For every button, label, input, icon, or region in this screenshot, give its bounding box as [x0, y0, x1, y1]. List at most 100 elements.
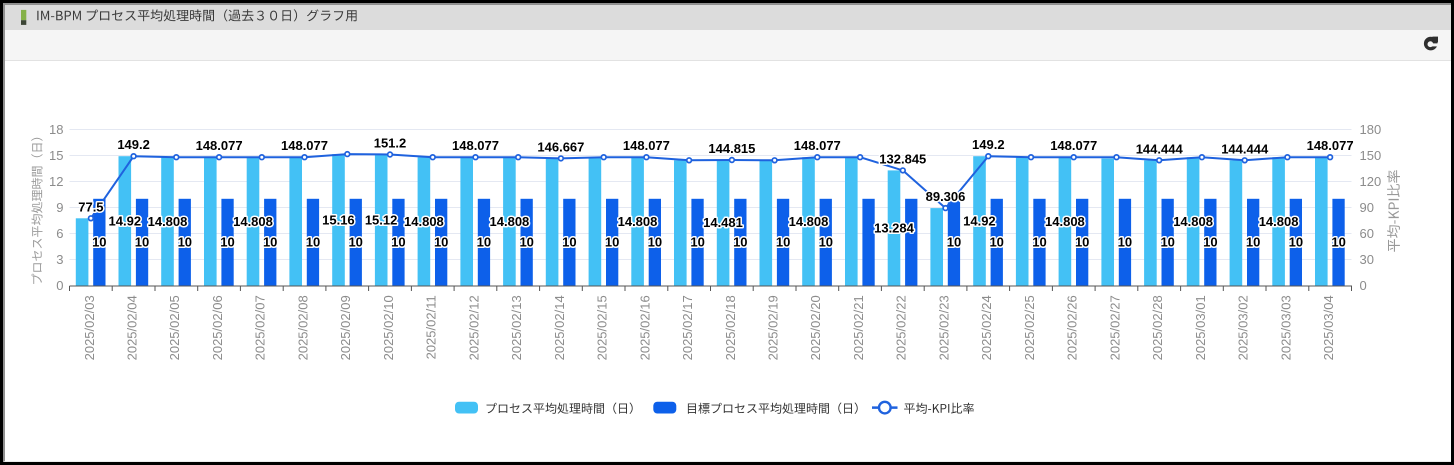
svg-text:14.808: 14.808 — [1045, 214, 1085, 229]
svg-text:2025/02/25: 2025/02/25 — [1022, 295, 1037, 360]
svg-text:10: 10 — [776, 235, 790, 250]
svg-text:2025/03/04: 2025/03/04 — [1321, 295, 1336, 360]
svg-text:148.077: 148.077 — [623, 138, 670, 153]
svg-text:2025/03/02: 2025/03/02 — [1236, 295, 1251, 360]
svg-text:89.306: 89.306 — [926, 189, 966, 204]
svg-text:2025/02/27: 2025/02/27 — [1107, 295, 1122, 360]
svg-text:10: 10 — [733, 235, 747, 250]
svg-text:2025/02/07: 2025/02/07 — [253, 295, 268, 360]
svg-text:18: 18 — [49, 122, 63, 137]
svg-text:120: 120 — [1360, 174, 1382, 189]
svg-text:0: 0 — [56, 278, 63, 293]
svg-text:2025/02/24: 2025/02/24 — [979, 295, 994, 360]
svg-text:10: 10 — [648, 235, 662, 250]
svg-text:14.92: 14.92 — [963, 213, 996, 228]
svg-text:144.444: 144.444 — [1221, 141, 1269, 156]
svg-text:2025/03/03: 2025/03/03 — [1278, 295, 1293, 360]
svg-text:10: 10 — [1203, 235, 1217, 250]
svg-text:10: 10 — [605, 235, 619, 250]
svg-text:2025/02/23: 2025/02/23 — [936, 295, 951, 360]
svg-text:10: 10 — [1331, 235, 1345, 250]
svg-text:10: 10 — [1289, 235, 1303, 250]
svg-text:10: 10 — [1160, 235, 1174, 250]
svg-text:10: 10 — [1118, 235, 1132, 250]
svg-text:13.284: 13.284 — [874, 220, 915, 235]
svg-text:14.808: 14.808 — [789, 214, 829, 229]
svg-text:149.2: 149.2 — [117, 137, 150, 152]
svg-text:180: 180 — [1360, 122, 1382, 137]
svg-text:10: 10 — [348, 235, 362, 250]
svg-text:14.808: 14.808 — [1259, 214, 1299, 229]
svg-text:2025/02/17: 2025/02/17 — [680, 295, 695, 360]
svg-text:10: 10 — [306, 235, 320, 250]
svg-text:2025/02/03: 2025/02/03 — [82, 295, 97, 360]
svg-text:10: 10 — [989, 235, 1003, 250]
svg-text:2025/02/06: 2025/02/06 — [210, 295, 225, 360]
svg-text:14.808: 14.808 — [490, 214, 530, 229]
svg-text:10: 10 — [135, 235, 149, 250]
svg-text:2025/02/28: 2025/02/28 — [1150, 295, 1165, 360]
svg-text:10: 10 — [562, 235, 576, 250]
svg-text:2025/02/26: 2025/02/26 — [1065, 295, 1080, 360]
svg-text:2025/02/09: 2025/02/09 — [338, 295, 353, 360]
svg-text:2025/02/13: 2025/02/13 — [509, 295, 524, 360]
svg-text:14.481: 14.481 — [703, 215, 743, 230]
svg-text:10: 10 — [690, 235, 704, 250]
svg-text:14.808: 14.808 — [618, 214, 658, 229]
svg-text:148.077: 148.077 — [452, 138, 499, 153]
svg-text:10: 10 — [1075, 235, 1089, 250]
svg-text:2025/02/15: 2025/02/15 — [595, 295, 610, 360]
svg-text:14.808: 14.808 — [1173, 214, 1213, 229]
svg-text:90: 90 — [1360, 200, 1374, 215]
svg-text:149.2: 149.2 — [972, 137, 1005, 152]
svg-text:9: 9 — [56, 200, 63, 215]
svg-text:2025/02/19: 2025/02/19 — [766, 295, 781, 360]
svg-text:2025/02/18: 2025/02/18 — [723, 295, 738, 360]
svg-text:14.808: 14.808 — [233, 214, 273, 229]
svg-text:148.077: 148.077 — [1050, 138, 1097, 153]
svg-text:10: 10 — [434, 235, 448, 250]
svg-text:10: 10 — [220, 235, 234, 250]
svg-text:0: 0 — [1360, 278, 1367, 293]
svg-text:2025/02/10: 2025/02/10 — [381, 295, 396, 360]
svg-text:10: 10 — [947, 235, 961, 250]
svg-text:144.815: 144.815 — [708, 141, 755, 156]
svg-text:10: 10 — [519, 235, 533, 250]
svg-text:2025/02/08: 2025/02/08 — [295, 295, 310, 360]
svg-text:2025/02/04: 2025/02/04 — [125, 295, 140, 360]
svg-text:148.077: 148.077 — [794, 138, 841, 153]
svg-text:144.444: 144.444 — [1136, 141, 1184, 156]
svg-text:15: 15 — [49, 148, 63, 163]
svg-text:15.16: 15.16 — [322, 212, 355, 227]
svg-text:2025/02/11: 2025/02/11 — [424, 295, 439, 359]
svg-text:148.077: 148.077 — [1307, 138, 1354, 153]
svg-text:146.667: 146.667 — [537, 139, 584, 154]
svg-text:2025/02/20: 2025/02/20 — [808, 295, 823, 360]
svg-text:2025/03/01: 2025/03/01 — [1193, 295, 1208, 360]
svg-text:10: 10 — [92, 235, 106, 250]
svg-text:2025/02/21: 2025/02/21 — [851, 295, 866, 360]
svg-text:10: 10 — [178, 235, 192, 250]
svg-text:10: 10 — [391, 235, 405, 250]
svg-text:10: 10 — [819, 235, 833, 250]
svg-text:3: 3 — [56, 252, 63, 267]
svg-text:60: 60 — [1360, 226, 1374, 241]
svg-text:10: 10 — [1246, 235, 1260, 250]
svg-text:2025/02/14: 2025/02/14 — [552, 295, 567, 360]
svg-text:2025/02/12: 2025/02/12 — [466, 295, 481, 360]
svg-text:77.5: 77.5 — [78, 199, 103, 214]
svg-text:6: 6 — [56, 226, 63, 241]
svg-text:2025/02/22: 2025/02/22 — [894, 295, 909, 360]
svg-text:14.808: 14.808 — [404, 214, 444, 229]
svg-text:30: 30 — [1360, 252, 1374, 267]
svg-text:2025/02/16: 2025/02/16 — [637, 295, 652, 360]
svg-text:2025/02/05: 2025/02/05 — [167, 295, 182, 360]
svg-text:132.845: 132.845 — [879, 151, 926, 166]
svg-text:14.808: 14.808 — [148, 214, 188, 229]
svg-text:151.2: 151.2 — [374, 136, 407, 151]
svg-text:10: 10 — [1032, 235, 1046, 250]
svg-text:148.077: 148.077 — [281, 138, 328, 153]
svg-text:150: 150 — [1360, 148, 1382, 163]
svg-text:148.077: 148.077 — [196, 138, 243, 153]
svg-text:15.12: 15.12 — [365, 213, 398, 228]
